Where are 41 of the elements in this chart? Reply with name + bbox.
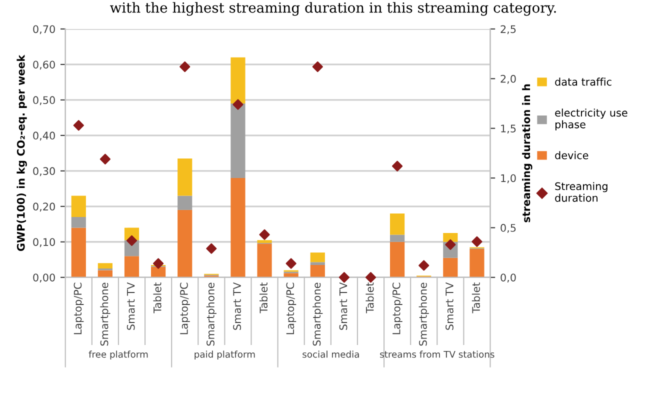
y-tick-label: 0,30 (33, 167, 55, 176)
text: social media (302, 350, 359, 358)
y2-axis-title: streaming duration in h (522, 84, 532, 222)
y-tick-label: 0,10 (33, 238, 55, 248)
legend-label: data traffic (555, 78, 612, 86)
text: with the highest streaming duration in this streaming category. (110, 2, 556, 16)
text: free platform (88, 350, 148, 360)
y-tick-label: 0,50 (33, 96, 55, 106)
x-tick-label: Smartphone (418, 282, 429, 346)
legend-label: Streaming duration (555, 182, 608, 202)
y-tick-label: 0,70 (33, 25, 55, 34)
x-tick-label: Laptop/PC (74, 282, 84, 334)
x-tick-label: Tablet (259, 282, 268, 314)
x-tick-label: Smartphone (312, 282, 323, 346)
y-tick-label: 0,00 (33, 274, 55, 283)
y2-tick-label: 2,5 (500, 25, 516, 34)
x-tick-label: Smart TV (339, 282, 348, 330)
x-tick-label: Smart TV (233, 282, 241, 330)
y2-tick-label: 1,0 (501, 174, 516, 184)
y-tick-label: 0,60 (33, 60, 55, 70)
x-tick-label: Smartphone (100, 282, 110, 346)
y2-tick-label: 1,5 (501, 124, 516, 134)
text: streams from TV stations (380, 350, 494, 358)
x-tick-label: Laptop/PC (286, 282, 296, 334)
x-tick-label: Laptop/PC (180, 282, 190, 334)
y-tick-label: 0,40 (33, 132, 55, 141)
x-tick-label: Smart TV (126, 282, 135, 330)
text: paid platform (194, 350, 255, 360)
x-tick-label: Smart TV (446, 282, 454, 330)
legend-label: device (555, 151, 588, 160)
x-tick-label: Smartphone (206, 282, 216, 346)
y2-tick-label: 2,0 (500, 74, 516, 84)
x-tick-label: Tablet (366, 282, 374, 314)
x-tick-label: Tablet (153, 282, 162, 314)
y-axis-title: GWP(100) in kg CO₂-eq. per week (16, 54, 27, 251)
x-tick-label: Laptop/PC (392, 282, 402, 334)
legend-label: electricity use phase (555, 108, 628, 130)
y2-tick-label: 0,5 (500, 224, 516, 233)
y2-tick-label: 0,0 (500, 274, 516, 283)
y-tick-label: 0,20 (33, 202, 55, 212)
x-tick-label: Tablet (472, 282, 480, 314)
